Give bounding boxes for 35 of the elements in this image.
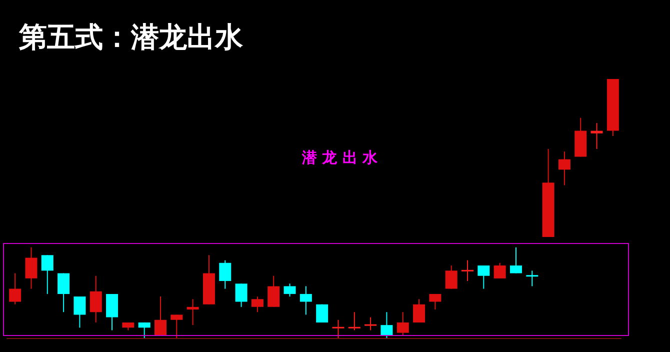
candlestick (25, 246, 38, 290)
candlestick (268, 275, 280, 308)
candlestick (364, 316, 377, 331)
candlestick (396, 312, 409, 336)
chart-title: 第五式：潜龙出水 (18, 20, 244, 54)
candlestick (41, 254, 54, 294)
candlestick (170, 314, 183, 338)
candlestick (235, 283, 248, 308)
candlestick (510, 246, 522, 274)
candlestick (154, 296, 166, 336)
candlestick (186, 298, 199, 326)
candlestick (58, 272, 70, 313)
candlestick (284, 283, 296, 298)
candlestick (74, 296, 86, 328)
candlestick (251, 296, 264, 313)
candlestick (106, 293, 118, 331)
candlestick (558, 151, 570, 186)
candlestick (316, 304, 328, 323)
candlestick (590, 122, 603, 150)
candlestick (9, 272, 22, 305)
candlestick (478, 264, 490, 290)
candlestick (526, 270, 538, 287)
candlestick (300, 286, 312, 316)
candlestick (348, 312, 360, 331)
candlestick (462, 260, 474, 282)
candlestick (380, 312, 393, 338)
candlestick (445, 264, 458, 290)
candlestick (429, 293, 442, 310)
candlestick (138, 322, 150, 338)
candlestick (413, 298, 426, 323)
candlestick (494, 262, 506, 279)
candlestick (332, 319, 344, 338)
candlestick (219, 260, 232, 290)
candlestick (90, 275, 102, 323)
annotation: 潜 龙 出 水 (301, 148, 379, 166)
